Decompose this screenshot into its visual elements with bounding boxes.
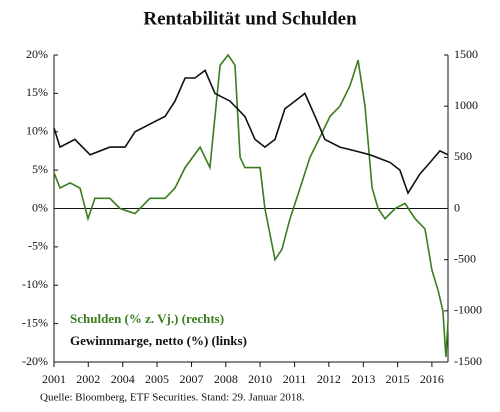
y2-tick-label: 0 (454, 200, 460, 214)
x-tick-label: 2004 (111, 372, 135, 386)
chart-title: Rentabilität und Schulden (143, 8, 357, 29)
series-line (53, 53, 449, 357)
y-tick-label: -10% (22, 277, 48, 291)
y-tick-label: 5% (32, 162, 48, 176)
y2-tick-label: 1000 (454, 98, 478, 112)
x-tick-label: 2016 (420, 372, 444, 386)
x-tick-label: 2015 (386, 372, 410, 386)
legend-entry: Gewinnmarge, netto (%) (links) (70, 333, 247, 348)
y2-tick-label: -1000 (454, 303, 482, 317)
x-tick-label: 2010 (248, 372, 272, 386)
y-tick-label: -5% (28, 239, 48, 253)
x-tick-label: 2013 (351, 372, 375, 386)
y2-tick-label: -500 (454, 251, 476, 265)
x-tick-label: 2005 (145, 372, 169, 386)
legend-entry: Schulden (% z. Vj.) (rechts) (70, 311, 224, 326)
y2-tick-label: -1500 (454, 354, 482, 368)
x-tick-label: 2012 (317, 372, 341, 386)
x-tick-label: 2001 (42, 372, 66, 386)
series-line (53, 69, 449, 195)
y-tick-label: 20% (26, 47, 48, 61)
y-tick-label: -15% (22, 315, 48, 329)
x-tick-label: 2011 (283, 372, 307, 386)
y2-tick-label: 500 (454, 149, 472, 163)
y-tick-label: -20% (22, 354, 48, 368)
y-tick-label: 0% (32, 200, 48, 214)
x-tick-label: 2007 (180, 372, 204, 386)
source: Quelle: Bloomberg, ETF Securities. Stand… (40, 392, 305, 404)
y-tick-label: 15% (26, 85, 48, 99)
x-tick-label: 2002 (76, 372, 100, 386)
x-tick-label: 2008 (214, 372, 238, 386)
y2-tick-label: 1500 (454, 47, 478, 61)
y-tick-label: 10% (26, 124, 48, 138)
